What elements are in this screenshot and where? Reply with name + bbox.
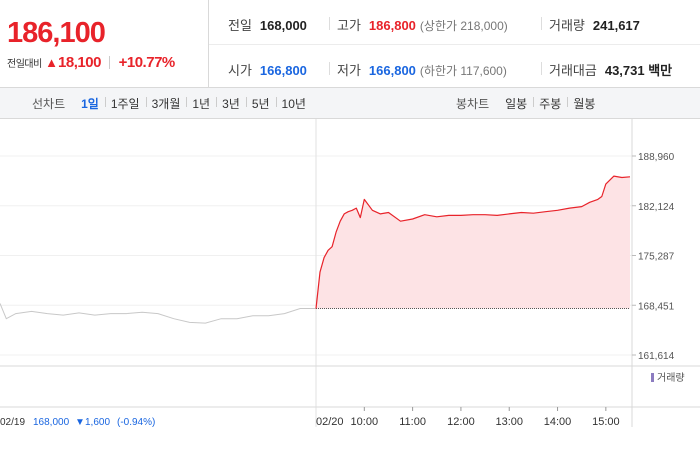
- tab-3년[interactable]: 3년: [216, 95, 246, 112]
- x-tick-label: 13:00: [495, 416, 523, 428]
- candle-chart-tabs: 봉차트 일봉 주봉 월봉: [456, 88, 601, 119]
- stat-label: 고가: [337, 18, 361, 33]
- stat-label: 거래대금: [549, 63, 597, 78]
- stat-value: 43,731 백만: [604, 63, 673, 78]
- quote-header: 186,100 전일대비 ▲18,100 +10.77% 전일 168,000 고…: [0, 0, 700, 88]
- x-tick-label: 10:00: [351, 416, 379, 428]
- tab-10년[interactable]: 10년: [275, 95, 312, 112]
- divider: [329, 17, 330, 30]
- line-chart-tabs: 선차트 1일 1주일 3개월 1년 3년 5년 10년: [32, 88, 312, 119]
- stat-open: 시가 166,800: [228, 60, 307, 79]
- divider: [209, 44, 700, 45]
- change-label: 전일대비: [7, 59, 42, 70]
- tab-주봉[interactable]: 주봉: [533, 95, 567, 112]
- y-tick-label: 168,451: [638, 301, 675, 312]
- x-tick-label: 15:00: [592, 416, 620, 428]
- line-chart-label: 선차트: [32, 97, 66, 111]
- volume-legend-label: 거래량: [657, 372, 685, 384]
- y-tick-label: 188,960: [638, 152, 675, 163]
- lower-limit: (하한가 117,600): [419, 64, 507, 78]
- stat-label: 거래량: [549, 18, 585, 33]
- y-tick-label: 175,287: [638, 252, 675, 263]
- prev-day-change-percent: (-0.94%): [117, 417, 155, 428]
- y-axis: 188,960 182,124 175,287 168,451 161,614: [632, 152, 675, 362]
- stat-value: 166,800: [368, 63, 416, 78]
- price-line: [315, 175, 631, 309]
- prev-day-close: 168,000: [33, 417, 70, 428]
- prev-day-change: 1,600: [85, 417, 110, 428]
- today-date: 02/20: [316, 416, 344, 428]
- x-tick-label: 11:00: [399, 416, 426, 428]
- tab-1년[interactable]: 1년: [186, 95, 216, 112]
- tab-1주일[interactable]: 1주일: [104, 95, 146, 112]
- divider: [329, 62, 330, 75]
- up-arrow-icon: ▲: [45, 55, 59, 70]
- tab-1일[interactable]: 1일: [81, 97, 99, 111]
- tab-월봉[interactable]: 월봉: [567, 95, 601, 112]
- prev-day-series: [0, 303, 316, 324]
- stat-value: 166,800: [259, 63, 307, 78]
- tab-일봉[interactable]: 일봉: [505, 97, 528, 111]
- change-percent: +10.77%: [118, 54, 176, 71]
- divider: [541, 17, 542, 30]
- stat-label: 저가: [337, 63, 361, 78]
- y-tick-label: 161,614: [638, 351, 675, 362]
- divider: [109, 56, 111, 69]
- candle-chart-label: 봉차트: [456, 97, 490, 111]
- stat-volume: 거래량 241,617: [549, 15, 640, 34]
- prev-day-date: 02/19: [0, 417, 25, 428]
- stat-low: 저가 166,800 (하한가 117,600): [337, 60, 507, 79]
- volume-legend-swatch: [651, 373, 654, 382]
- price-box: 186,100 전일대비 ▲18,100 +10.77%: [0, 0, 209, 88]
- volume-panel: 거래량: [651, 372, 685, 384]
- change-row: 전일대비 ▲18,100 +10.77%: [7, 54, 175, 71]
- y-tick-label: 182,124: [638, 202, 675, 213]
- down-arrow-icon: ▼: [75, 417, 85, 428]
- divider: [541, 62, 542, 75]
- stat-high: 고가 186,800 (상한가 218,000): [337, 15, 508, 34]
- tab-3개월[interactable]: 3개월: [145, 95, 187, 112]
- prev-day-line: [0, 303, 316, 324]
- price-area: [316, 176, 630, 309]
- stat-label: 전일: [228, 18, 252, 33]
- stat-label: 시가: [228, 63, 252, 78]
- stat-prev-close: 전일 168,000: [228, 15, 307, 34]
- x-axis: 02/19 168,000 ▼ 1,600 (-0.94%) 02/20 10:00 11:0…: [0, 407, 620, 428]
- today-series: [315, 175, 631, 310]
- tab-5년[interactable]: 5년: [245, 95, 276, 112]
- x-tick-label: 12:00: [447, 416, 475, 428]
- chart-period-tabs: 선차트 1일 1주일 3개월 1년 3년 5년 10년 봉차트 일봉 주봉 월봉: [0, 88, 700, 119]
- upper-limit: (상한가 218,000): [419, 19, 508, 33]
- x-tick-label: 14:00: [544, 416, 572, 428]
- stat-trade-value: 거래대금 43,731 백만: [549, 60, 672, 79]
- stat-value: 241,617: [592, 18, 640, 33]
- stat-value: 168,000: [259, 18, 307, 33]
- current-price: 186,100: [7, 17, 106, 49]
- change-amount: 18,100: [58, 54, 101, 71]
- stat-value: 186,800: [368, 18, 416, 33]
